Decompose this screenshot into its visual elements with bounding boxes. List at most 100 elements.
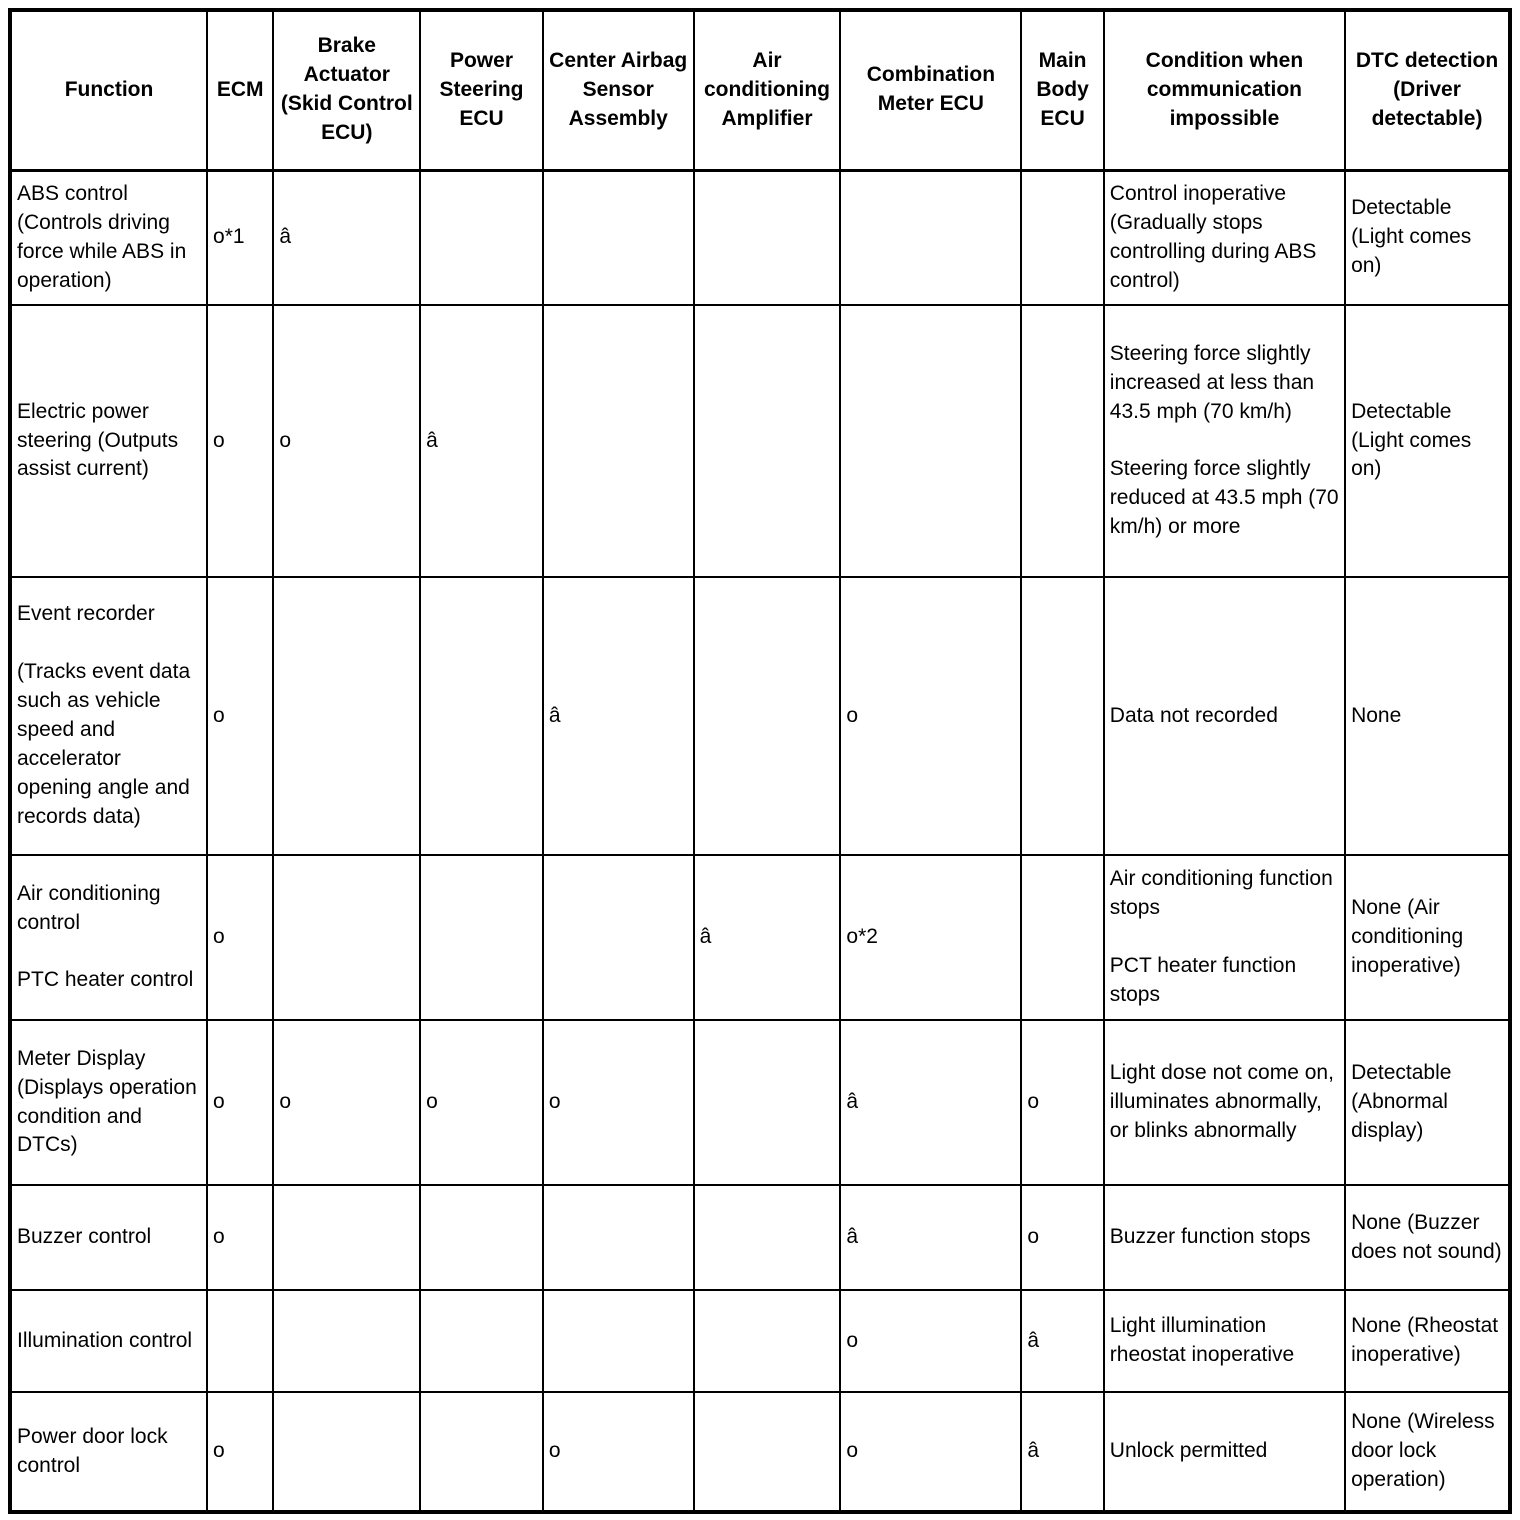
condition-cell: Air conditioning function stops PCT heat…: [1102, 854, 1347, 1021]
mark-cell: â: [272, 169, 422, 306]
table-row-buzzer-control: Buzzer control o â o Buzzer function sto…: [8, 1184, 1511, 1291]
column-header-power-steering: Power Steering ECU: [419, 9, 544, 172]
mark-cell: â: [541, 576, 695, 856]
mark-cell: [1020, 304, 1105, 578]
function-cell: ABS control (Controls driving force whil…: [8, 169, 209, 306]
mark-cell: [541, 1184, 695, 1291]
mark-cell: [541, 854, 695, 1021]
function-cell: Electric power steering (Outputs assist …: [8, 304, 209, 578]
condition-cell: Data not recorded: [1102, 576, 1347, 856]
mark-cell: o: [839, 1289, 1023, 1393]
mark-cell: [692, 1391, 842, 1513]
condition-cell: Steering force slightly increased at les…: [1102, 304, 1347, 578]
mark-cell: [692, 576, 842, 856]
mark-cell: [206, 1289, 275, 1393]
mark-cell: [541, 1289, 695, 1393]
mark-cell: [692, 169, 842, 306]
mark-cell: o: [206, 1391, 275, 1513]
mark-cell: [272, 1184, 422, 1291]
table-row-power-door-lock: Power door lock control o o o â Unlock p…: [8, 1391, 1511, 1513]
table-row-abs-control: ABS control (Controls driving force whil…: [8, 169, 1511, 306]
table-row-event-recorder: Event recorder (Tracks event data such a…: [8, 576, 1511, 856]
column-header-ecm: ECM: [206, 9, 275, 172]
dtc-cell: Detectable (Abnormal display): [1344, 1019, 1511, 1186]
function-cell: Illumination control: [8, 1289, 209, 1393]
dtc-cell: None (Rheostat inoperative): [1344, 1289, 1511, 1393]
function-cell: Meter Display (Displays operation condit…: [8, 1019, 209, 1186]
dtc-cell: None: [1344, 576, 1511, 856]
mark-cell: [419, 854, 544, 1021]
mark-cell: o: [206, 854, 275, 1021]
condition-cell: Unlock permitted: [1102, 1391, 1347, 1513]
dtc-cell: Detectable (Light comes on): [1344, 304, 1511, 578]
mark-cell: [692, 1289, 842, 1393]
mark-cell: [272, 576, 422, 856]
mark-cell: â: [1020, 1391, 1105, 1513]
mark-cell: [1020, 169, 1105, 306]
mark-cell: [272, 1391, 422, 1513]
mark-cell: o: [419, 1019, 544, 1186]
mark-cell: [419, 1289, 544, 1393]
mark-cell: [541, 169, 695, 306]
mark-cell: [839, 304, 1023, 578]
mark-cell: o: [272, 1019, 422, 1186]
table-row-air-conditioning: Air conditioning control PTC heater cont…: [8, 854, 1511, 1021]
column-header-brake-actuator: Brake Actuator (Skid Control ECU): [272, 9, 422, 172]
dtc-cell: None (Wireless door lock operation): [1344, 1391, 1511, 1513]
table-row-illumination-control: Illumination control o â Light illuminat…: [8, 1289, 1511, 1393]
mark-cell: [1020, 854, 1105, 1021]
mark-cell: [419, 576, 544, 856]
column-header-function: Function: [8, 9, 209, 172]
ecu-communication-table: Function ECM Brake Actuator (Skid Contro…: [8, 8, 1512, 1514]
mark-cell: o: [206, 1184, 275, 1291]
mark-cell: [541, 304, 695, 578]
table-row-meter-display: Meter Display (Displays operation condit…: [8, 1019, 1511, 1186]
condition-cell: Control inoperative (Gradually stops con…: [1102, 169, 1347, 306]
mark-cell: o: [839, 576, 1023, 856]
condition-cell: Buzzer function stops: [1102, 1184, 1347, 1291]
mark-cell: o: [206, 304, 275, 578]
mark-cell: [419, 1184, 544, 1291]
mark-cell: o: [1020, 1019, 1105, 1186]
mark-cell: o*1: [206, 169, 275, 306]
mark-cell: â: [692, 854, 842, 1021]
mark-cell: â: [419, 304, 544, 578]
column-header-condition: Condition when communication impossible: [1102, 9, 1347, 172]
mark-cell: o: [206, 576, 275, 856]
dtc-cell: Detectable (Light comes on): [1344, 169, 1511, 306]
mark-cell: [692, 1184, 842, 1291]
condition-cell: Light dose not come on, illuminates abno…: [1102, 1019, 1347, 1186]
column-header-main-body: Main Body ECU: [1020, 9, 1105, 172]
mark-cell: [839, 169, 1023, 306]
mark-cell: o: [839, 1391, 1023, 1513]
mark-cell: o*2: [839, 854, 1023, 1021]
dtc-cell: None (Buzzer does not sound): [1344, 1184, 1511, 1291]
column-header-dtc-detection: DTC detection (Driver detectable): [1344, 9, 1511, 172]
function-cell: Event recorder (Tracks event data such a…: [8, 576, 209, 856]
column-header-combination-meter: Combination Meter ECU: [839, 9, 1023, 172]
table-row-electric-power-steering: Electric power steering (Outputs assist …: [8, 304, 1511, 578]
condition-cell: Light illumination rheostat inoperative: [1102, 1289, 1347, 1393]
mark-cell: o: [272, 304, 422, 578]
mark-cell: o: [1020, 1184, 1105, 1291]
function-cell: Power door lock control: [8, 1391, 209, 1513]
mark-cell: o: [541, 1391, 695, 1513]
mark-cell: [272, 1289, 422, 1393]
header-row: Function ECM Brake Actuator (Skid Contro…: [8, 9, 1511, 172]
column-header-ac-amplifier: Air conditioning Amplifier: [692, 9, 842, 172]
mark-cell: â: [839, 1019, 1023, 1186]
mark-cell: [692, 1019, 842, 1186]
mark-cell: â: [1020, 1289, 1105, 1393]
dtc-cell: None (Air conditioning inoperative): [1344, 854, 1511, 1021]
mark-cell: [419, 169, 544, 306]
mark-cell: â: [839, 1184, 1023, 1291]
mark-cell: o: [206, 1019, 275, 1186]
function-cell: Air conditioning control PTC heater cont…: [8, 854, 209, 1021]
mark-cell: [1020, 576, 1105, 856]
function-cell: Buzzer control: [8, 1184, 209, 1291]
mark-cell: [419, 1391, 544, 1513]
mark-cell: [272, 854, 422, 1021]
mark-cell: [692, 304, 842, 578]
column-header-center-airbag: Center Airbag Sensor Assembly: [541, 9, 695, 172]
mark-cell: o: [541, 1019, 695, 1186]
